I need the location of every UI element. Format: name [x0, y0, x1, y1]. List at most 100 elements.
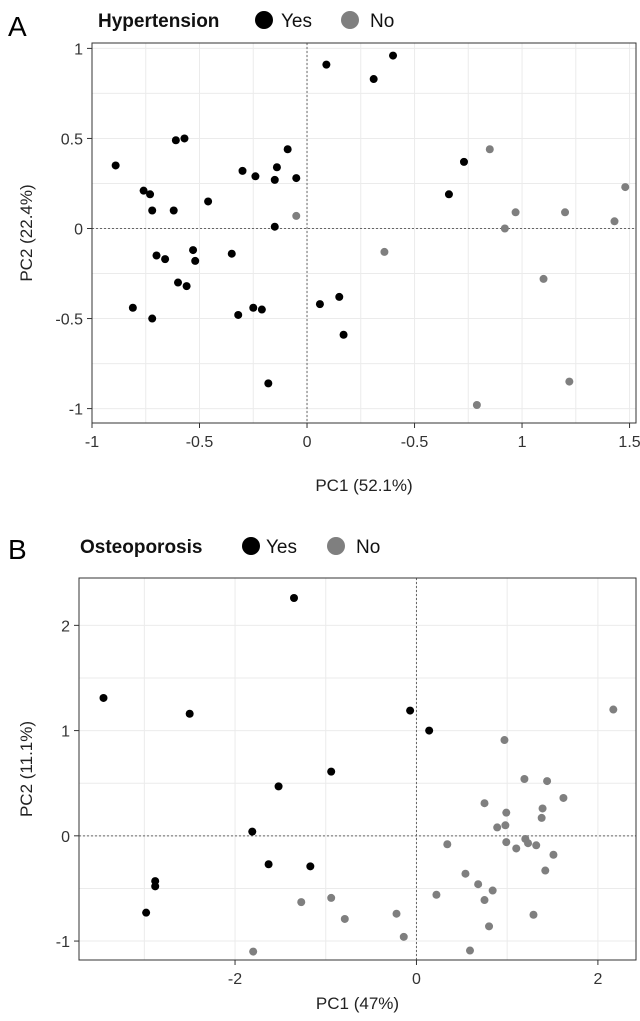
- data-point: [512, 844, 521, 853]
- x-tick-label: -1: [85, 434, 99, 451]
- plot-frame: [78, 577, 637, 961]
- data-point: [264, 379, 273, 388]
- data-point: [174, 278, 183, 287]
- legend-label-yes: Yes: [266, 537, 297, 558]
- data-point: [537, 813, 546, 822]
- y-axis-title: PC2 (22.4%): [17, 184, 36, 281]
- data-point: [485, 145, 494, 154]
- data-point: [191, 256, 200, 265]
- x-axis-title: PC1 (52.1%): [315, 476, 412, 495]
- data-point: [480, 896, 489, 905]
- y-tick-label: -0.5: [55, 312, 83, 329]
- data-point: [459, 157, 468, 166]
- data-point: [559, 793, 568, 802]
- data-point: [238, 166, 247, 175]
- data-point: [561, 208, 570, 217]
- plot-frame: [91, 42, 637, 424]
- x-tick-label: 0: [412, 971, 421, 988]
- data-point: [524, 839, 533, 848]
- data-point: [549, 850, 558, 859]
- data-point: [543, 777, 552, 786]
- data-point: [511, 208, 520, 217]
- data-point: [339, 330, 348, 339]
- data-point: [146, 190, 155, 199]
- data-point: [148, 206, 157, 215]
- grid-lines: [79, 578, 636, 960]
- data-point: [609, 705, 618, 714]
- data-point: [541, 866, 550, 875]
- data-point: [327, 767, 336, 776]
- data-point: [322, 60, 331, 69]
- y-axis-title: PC2 (11.1%): [17, 721, 36, 817]
- panel-label: B: [8, 534, 27, 565]
- legend-label-yes: Yes: [281, 11, 312, 32]
- data-point: [270, 222, 279, 231]
- data-point: [493, 823, 502, 832]
- data-point: [502, 838, 511, 847]
- data-point: [292, 211, 301, 220]
- legend: Hypertension Yes No: [98, 11, 394, 32]
- x-axis-title: PC1 (47%): [316, 994, 399, 1013]
- data-point: [283, 145, 292, 154]
- data-point: [274, 782, 283, 791]
- data-point: [204, 197, 213, 206]
- data-point: [340, 914, 349, 923]
- series-no: [292, 145, 630, 409]
- x-tick-label: 1: [518, 434, 527, 451]
- y-tick-label: 0: [74, 221, 83, 238]
- panel-b: -2 0 2 -1 0 1 2 PC1 (47%) PC2 (11.1%) B Osteoporos…: [8, 534, 637, 1013]
- series-yes: [99, 593, 434, 917]
- data-point: [532, 841, 541, 850]
- legend: Osteoporosis Yes No: [80, 537, 380, 558]
- data-point: [488, 886, 497, 895]
- data-point: [610, 217, 619, 226]
- x-tick-label: -0.5: [186, 434, 214, 451]
- data-point: [335, 292, 344, 301]
- y-tick-label: 0: [61, 829, 70, 846]
- data-point: [485, 922, 494, 931]
- data-point: [297, 898, 306, 907]
- data-point: [480, 799, 489, 808]
- panel-label: A: [8, 11, 27, 42]
- legend-key-no: [327, 537, 345, 555]
- data-point: [315, 300, 324, 309]
- data-point: [502, 808, 511, 817]
- data-point: [227, 249, 236, 258]
- data-point: [99, 693, 108, 702]
- data-point: [539, 274, 548, 283]
- x-tick-label: 0: [303, 434, 312, 451]
- data-point: [257, 305, 266, 314]
- data-point: [425, 726, 434, 735]
- legend-title: Hypertension: [98, 11, 219, 32]
- data-point: [180, 134, 189, 143]
- data-point: [380, 247, 389, 256]
- data-point: [185, 709, 194, 718]
- data-point: [128, 303, 137, 312]
- x-tick-label: -0.5: [401, 434, 429, 451]
- series-no: [249, 705, 618, 956]
- data-point: [406, 706, 415, 715]
- legend-key-no: [341, 11, 359, 29]
- data-point: [443, 840, 452, 849]
- legend-key-yes: [242, 537, 260, 555]
- data-point: [500, 736, 509, 745]
- data-point: [432, 890, 441, 899]
- data-point: [292, 174, 301, 183]
- data-point: [289, 593, 298, 602]
- x-tick-label: 1.5: [618, 434, 640, 451]
- data-point: [389, 51, 398, 60]
- data-point: [251, 172, 260, 181]
- data-point: [189, 246, 198, 255]
- data-point: [142, 908, 151, 917]
- y-tick-label: -1: [56, 934, 70, 951]
- data-point: [444, 190, 453, 199]
- data-point: [327, 893, 336, 902]
- data-point: [472, 400, 481, 409]
- data-point: [369, 75, 378, 84]
- data-point: [249, 303, 258, 312]
- grid-lines: [92, 43, 636, 423]
- data-point: [272, 163, 281, 172]
- y-tick-label: 1: [74, 41, 83, 58]
- legend-label-no: No: [356, 537, 380, 558]
